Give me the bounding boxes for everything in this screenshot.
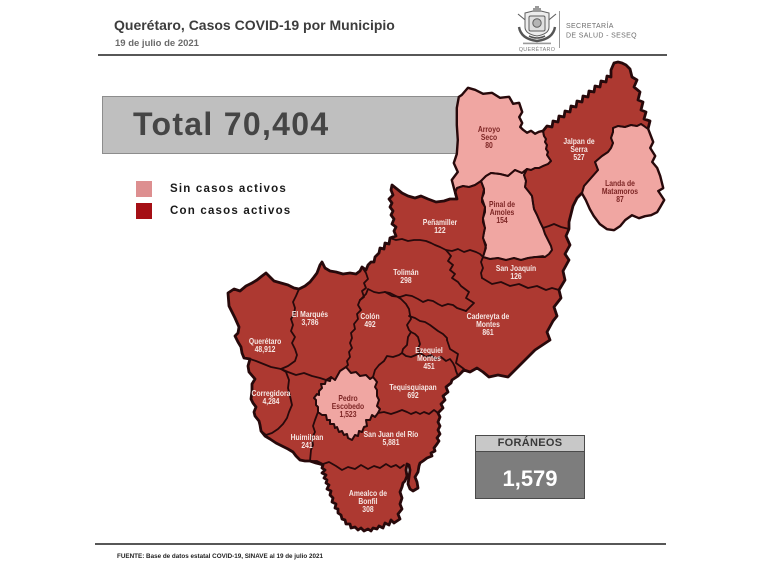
svg-text:Pinal de: Pinal de	[489, 199, 515, 209]
svg-text:Jalpan de: Jalpan de	[563, 136, 594, 146]
svg-text:Serra: Serra	[570, 144, 588, 154]
svg-text:48,912: 48,912	[255, 344, 276, 354]
svg-text:El Marqués: El Marqués	[292, 309, 328, 319]
svg-text:80: 80	[485, 141, 493, 151]
svg-text:5,881: 5,881	[383, 437, 400, 447]
svg-text:154: 154	[496, 216, 508, 226]
svg-text:Arroyo: Arroyo	[478, 124, 501, 134]
svg-text:Amoles: Amoles	[490, 207, 515, 217]
svg-text:Pedro: Pedro	[338, 393, 358, 403]
svg-text:Escobedo: Escobedo	[332, 401, 365, 411]
svg-text:Amealco de: Amealco de	[349, 488, 387, 498]
svg-text:241: 241	[301, 440, 312, 450]
svg-text:1,523: 1,523	[339, 410, 356, 420]
svg-text:308: 308	[362, 505, 373, 515]
svg-text:Montes: Montes	[417, 353, 441, 363]
svg-text:4,284: 4,284	[262, 396, 280, 406]
svg-text:692: 692	[407, 390, 418, 400]
svg-text:San Juan del Río: San Juan del Río	[364, 429, 419, 439]
svg-text:Ezequiel: Ezequiel	[415, 345, 443, 355]
svg-text:3,786: 3,786	[302, 317, 319, 327]
svg-text:Peñamiller: Peñamiller	[423, 217, 457, 227]
svg-text:451: 451	[423, 362, 434, 372]
svg-text:Bonfil: Bonfil	[358, 496, 377, 506]
svg-text:298: 298	[400, 275, 411, 285]
svg-text:Cadereyta de: Cadereyta de	[467, 311, 510, 321]
svg-text:Tequisquiapan: Tequisquiapan	[389, 382, 437, 392]
svg-text:Huimilpan: Huimilpan	[291, 432, 324, 442]
svg-text:DE SALUD - SESEQ: DE SALUD - SESEQ	[566, 33, 637, 40]
svg-text:Colón: Colón	[360, 311, 380, 321]
svg-text:Landa de: Landa de	[605, 178, 635, 188]
svg-text:126: 126	[510, 271, 521, 281]
svg-text:527: 527	[573, 153, 584, 163]
svg-text:Montes: Montes	[476, 319, 500, 329]
svg-text:San Joaquín: San Joaquín	[496, 263, 537, 273]
svg-text:SECRETARÍA: SECRETARÍA	[566, 21, 614, 30]
svg-text:Seco: Seco	[481, 132, 498, 142]
svg-text:QUERÉTARO: QUERÉTARO	[519, 46, 555, 53]
svg-text:Tolimán: Tolimán	[393, 267, 419, 277]
svg-text:122: 122	[434, 225, 445, 235]
svg-text:Matamoros: Matamoros	[602, 186, 638, 196]
svg-text:492: 492	[364, 319, 375, 329]
svg-text:87: 87	[616, 195, 624, 205]
svg-text:861: 861	[482, 328, 493, 338]
svg-text:Querétaro: Querétaro	[249, 336, 282, 346]
svg-text:Corregidora: Corregidora	[252, 388, 292, 398]
